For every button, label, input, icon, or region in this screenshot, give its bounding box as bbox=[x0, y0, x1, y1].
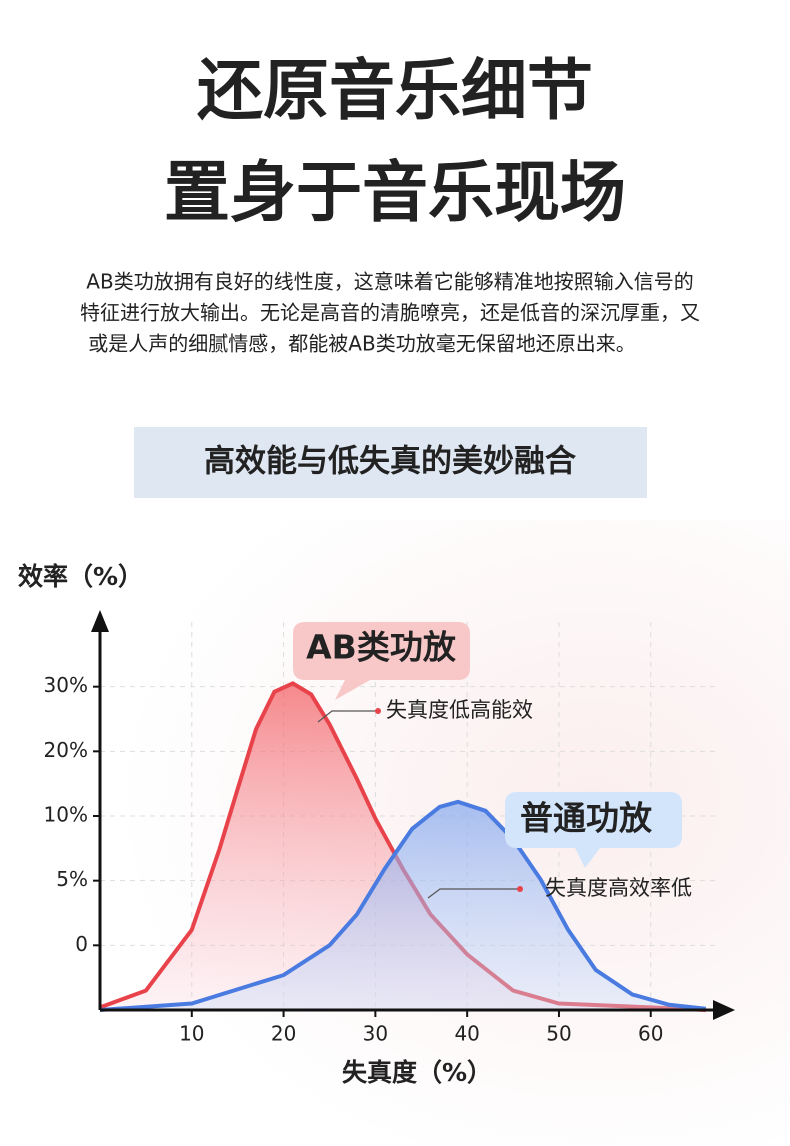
y-tick-label: 10% bbox=[44, 803, 88, 827]
line bbox=[99, 799, 707, 1012]
pointer-dot bbox=[517, 886, 523, 892]
description-line: 或是人声的细腻情感，都能被AB类功放毫无保留地还原出来。 bbox=[88, 332, 635, 356]
plot: 0 5% 10% 20% 30% 10 20 30 40 50 60 bbox=[44, 610, 735, 1046]
x-tick-label: 10 bbox=[179, 1022, 204, 1046]
x-tick-label: 40 bbox=[454, 1022, 479, 1046]
pointer bbox=[317, 710, 378, 723]
description-line: AB类功放拥有良好的线性度，这意味着它能够精准地按照输入信号的 bbox=[86, 270, 693, 294]
y-axis-label: 效率（%） bbox=[18, 562, 143, 591]
y-axis-arrow bbox=[91, 610, 109, 632]
x-tick-label: 60 bbox=[638, 1022, 663, 1046]
area bbox=[100, 683, 706, 1010]
x-tick-label: 20 bbox=[271, 1022, 296, 1046]
y-tick-label: 5% bbox=[56, 867, 88, 891]
bubble bbox=[293, 622, 470, 700]
area bbox=[100, 801, 706, 1010]
title-line: 置身于音乐现场 bbox=[164, 154, 626, 231]
title-line: 还原音乐细节 bbox=[197, 52, 593, 129]
series-label: 普通功放 bbox=[520, 799, 653, 838]
pointer-dot bbox=[375, 708, 381, 714]
y-tick-label: 30% bbox=[44, 673, 88, 697]
x-tick-label: 30 bbox=[363, 1022, 388, 1046]
pointer bbox=[427, 888, 520, 899]
x-axis-label: 失真度（%） bbox=[342, 1058, 492, 1087]
banner-text: 高效能与低失真的美妙融合 bbox=[204, 444, 576, 480]
bubble bbox=[505, 792, 682, 868]
description-line: 特征进行放大输出。无论是高音的清脆嘹亮，还是低音的深沉厚重，又 bbox=[80, 301, 700, 325]
annotation: 失真度低高能效 bbox=[386, 698, 533, 722]
series-label: AB类功放 bbox=[306, 628, 457, 667]
x-tick-label: 50 bbox=[546, 1022, 571, 1046]
x-axis-arrow bbox=[713, 1000, 735, 1020]
banner bbox=[134, 427, 647, 498]
y-tick-label: 20% bbox=[44, 738, 88, 762]
y-tick-label: 0 bbox=[75, 932, 88, 956]
annotation: 失真度高效率低 bbox=[545, 876, 692, 900]
